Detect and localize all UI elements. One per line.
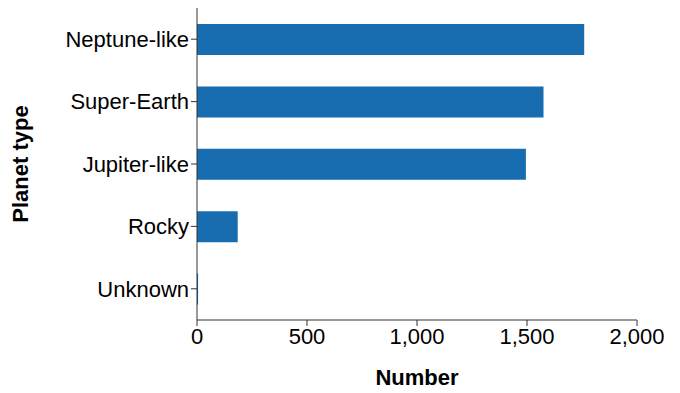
svg-text:0: 0 — [191, 324, 203, 349]
svg-text:2,000: 2,000 — [609, 324, 664, 349]
svg-text:Super-Earth: Super-Earth — [70, 89, 189, 114]
svg-text:1,500: 1,500 — [499, 324, 554, 349]
svg-text:500: 500 — [289, 324, 326, 349]
svg-text:1,000: 1,000 — [389, 324, 444, 349]
svg-text:Neptune-like: Neptune-like — [65, 27, 189, 52]
svg-text:Unknown: Unknown — [97, 277, 189, 302]
svg-text:Rocky: Rocky — [128, 214, 189, 239]
svg-text:Number: Number — [375, 365, 459, 385]
svg-text:Jupiter-like: Jupiter-like — [83, 152, 189, 177]
svg-text:Planet type: Planet type — [8, 105, 33, 222]
